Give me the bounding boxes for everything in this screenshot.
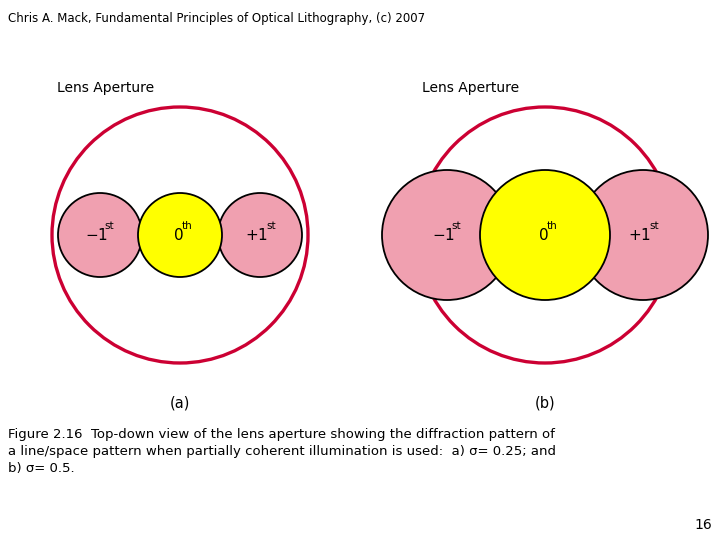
Text: $+1$: $+1$	[629, 227, 652, 243]
Circle shape	[58, 193, 142, 277]
Text: Chris A. Mack, Fundamental Principles of Optical Lithography, (c) 2007: Chris A. Mack, Fundamental Principles of…	[8, 12, 425, 25]
Text: st: st	[649, 221, 659, 231]
Text: $0$: $0$	[173, 227, 184, 243]
Circle shape	[578, 170, 708, 300]
Text: $0$: $0$	[538, 227, 549, 243]
Text: th: th	[181, 221, 192, 231]
Circle shape	[138, 193, 222, 277]
Text: $-1$: $-1$	[86, 227, 109, 243]
Text: th: th	[546, 221, 557, 231]
Text: (b): (b)	[535, 395, 555, 410]
Text: 16: 16	[694, 518, 712, 532]
Circle shape	[218, 193, 302, 277]
Text: st: st	[266, 221, 276, 231]
Text: (a): (a)	[170, 395, 190, 410]
Text: Figure 2.16  Top-down view of the lens aperture showing the diffraction pattern : Figure 2.16 Top-down view of the lens ap…	[8, 428, 556, 475]
Text: Lens Aperture: Lens Aperture	[57, 81, 154, 95]
Text: $-1$: $-1$	[433, 227, 456, 243]
Text: $+1$: $+1$	[246, 227, 269, 243]
Circle shape	[480, 170, 610, 300]
Circle shape	[382, 170, 512, 300]
Text: st: st	[451, 221, 462, 231]
Text: st: st	[104, 221, 114, 231]
Text: Lens Aperture: Lens Aperture	[422, 81, 519, 95]
